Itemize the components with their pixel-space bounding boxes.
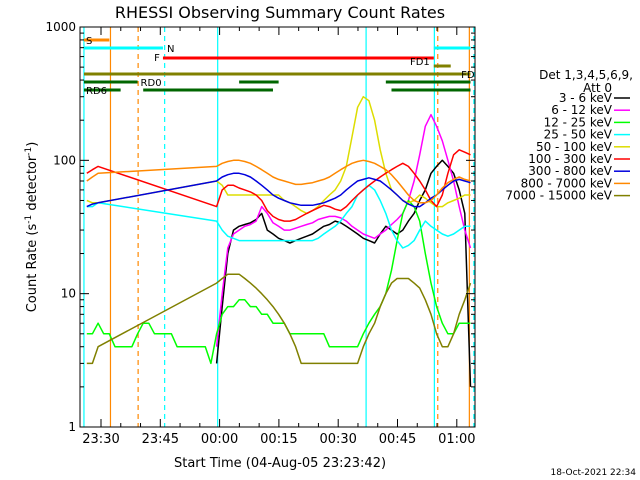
legend-entry-label: 3 - 6 keV bbox=[559, 91, 613, 105]
bar-label-rd6: RD6 bbox=[86, 86, 107, 97]
legend-header-line-1: Det 1,3,4,5,6,9, bbox=[539, 68, 633, 82]
bar-label-n: N bbox=[167, 44, 174, 55]
x-tick-label: 00:00 bbox=[201, 432, 238, 447]
series-lines bbox=[86, 95, 472, 387]
bar-label-s: S bbox=[86, 36, 92, 47]
legend-entry-label: 50 - 100 keV bbox=[536, 140, 613, 154]
series-line-2 bbox=[86, 199, 471, 365]
x-axis-label: Start Time (04-Aug-05 23:23:42) bbox=[174, 456, 386, 471]
bar-label-f: F bbox=[154, 53, 160, 64]
y-axis-label-main: Count Rate (s bbox=[25, 224, 40, 313]
y-tick-label: 1 bbox=[68, 420, 76, 434]
y-axis-label-end: ) bbox=[25, 142, 40, 147]
series-line-5 bbox=[86, 149, 471, 222]
plot-frame bbox=[79, 26, 476, 428]
y-axis-label: Count Rate (s-1 detector-1) bbox=[24, 142, 40, 313]
bar-label-fd2: FD2 bbox=[461, 70, 481, 81]
bar-label-rd0: RD0 bbox=[141, 78, 162, 89]
series-line-0 bbox=[215, 159, 472, 387]
legend-entry-label: 25 - 50 keV bbox=[544, 128, 613, 142]
y-tick-label: 10 bbox=[61, 287, 76, 301]
x-tick-label: 00:15 bbox=[260, 432, 297, 447]
y-axis-label-sup1: -1 bbox=[24, 215, 34, 224]
y-tick-label: 100 bbox=[53, 153, 76, 167]
series-line-3 bbox=[86, 184, 471, 249]
series-line-1 bbox=[215, 113, 472, 347]
x-tick-label: 01:00 bbox=[438, 432, 475, 447]
x-tick-label: 23:45 bbox=[142, 432, 179, 447]
x-tick-label: 00:30 bbox=[319, 432, 356, 447]
legend-entry-label: 800 - 7000 keV bbox=[521, 176, 613, 190]
y-axis: 1 10 100 1000 bbox=[45, 20, 475, 434]
bar-indicators: S NF FD1 FD2 RD0 RD6 bbox=[83, 36, 481, 97]
legend-entry-label: 300 - 800 keV bbox=[528, 164, 612, 178]
x-tick-label: 23:30 bbox=[82, 432, 119, 447]
timestamp: 18-Oct-2021 22:34 bbox=[551, 468, 637, 478]
series-line-8 bbox=[86, 273, 472, 365]
legend-entry-label: 12 - 25 keV bbox=[544, 115, 613, 129]
y-tick-label: 1000 bbox=[45, 20, 76, 34]
series-line-7 bbox=[86, 159, 471, 204]
legend-entry-label: 100 - 300 keV bbox=[528, 152, 612, 166]
y-axis-label-mid: detector bbox=[25, 155, 40, 215]
x-tick-label: 00:45 bbox=[379, 432, 416, 447]
vertical-markers bbox=[83, 27, 475, 427]
chart-title: RHESSI Observing Summary Count Rates bbox=[115, 3, 445, 22]
series-line-4 bbox=[86, 95, 471, 215]
legend-entry-label: 7000 - 15000 keV bbox=[505, 189, 612, 203]
legend-entry-label: 6 - 12 keV bbox=[551, 103, 613, 117]
legend-header-line-2: Att 0 bbox=[583, 81, 612, 95]
x-axis: 23:30 23:45 00:00 00:15 00:30 00:45 01:00 bbox=[82, 27, 476, 447]
bar-label-fd1: FD1 bbox=[410, 57, 430, 68]
y-axis-label-sup2: -1 bbox=[24, 147, 34, 156]
